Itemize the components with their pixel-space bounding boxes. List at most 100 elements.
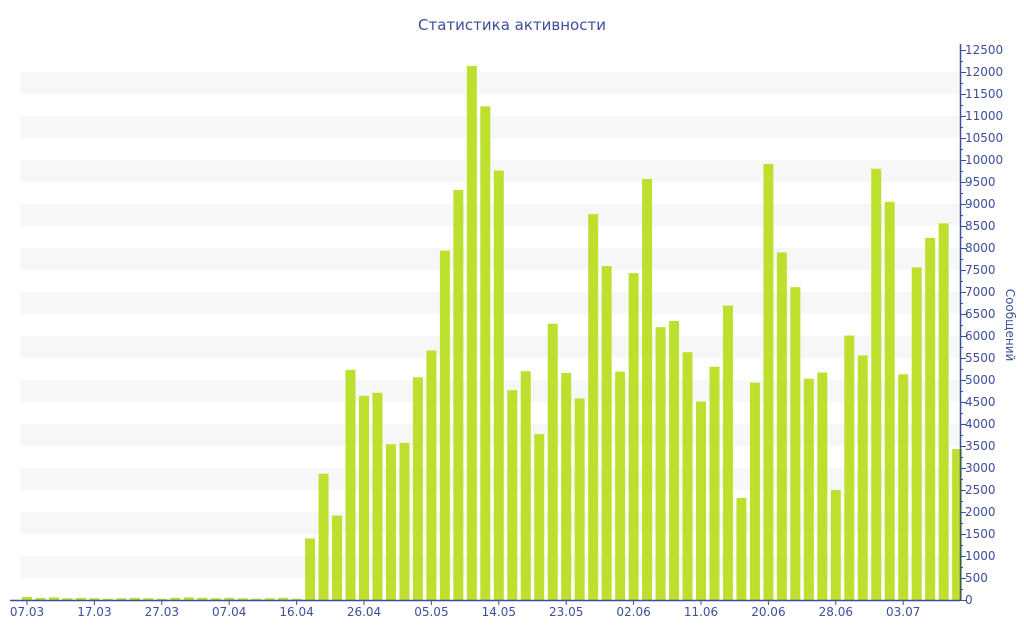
x-tick-label: 11.06 — [684, 605, 718, 619]
x-tick-label: 20.06 — [751, 605, 785, 619]
y-tick-label: 8000 — [965, 241, 996, 255]
y-tick-label: 6500 — [965, 307, 996, 321]
bar — [305, 538, 316, 600]
bar — [534, 434, 545, 600]
bar — [952, 449, 963, 600]
bar — [345, 369, 356, 600]
bar — [493, 170, 504, 600]
bar — [925, 237, 936, 600]
x-tick-label: 17.03 — [77, 605, 111, 619]
y-tick-label: 11000 — [965, 109, 1003, 123]
x-tick-label: 03.07 — [886, 605, 920, 619]
bar — [62, 598, 73, 600]
y-tick-label: 500 — [965, 571, 988, 585]
bar — [682, 352, 693, 600]
y-tick-label: 1500 — [965, 527, 996, 541]
bar — [628, 273, 639, 600]
y-tick-label: 7000 — [965, 285, 996, 299]
bar — [601, 266, 612, 600]
bar — [372, 392, 383, 600]
y-tick-label: 7500 — [965, 263, 996, 277]
bar — [197, 597, 208, 600]
bar — [399, 442, 410, 600]
bar — [75, 597, 86, 600]
y-tick-label: 10000 — [965, 153, 1003, 167]
x-tick-label: 07.03 — [10, 605, 44, 619]
bar — [857, 355, 868, 600]
bar — [48, 597, 59, 600]
bar — [696, 401, 706, 600]
y-tick-label: 8500 — [965, 219, 996, 233]
bar — [156, 598, 167, 600]
bar — [480, 106, 491, 600]
y-tick-label: 4500 — [965, 395, 996, 409]
y-tick-label: 0 — [965, 593, 973, 607]
x-tick-label: 07.04 — [212, 605, 246, 619]
bar — [412, 377, 423, 600]
bar — [547, 323, 558, 600]
x-tick-label: 14.05 — [482, 605, 516, 619]
y-tick-label: 3000 — [965, 461, 996, 475]
y-tick-label: 1000 — [965, 549, 996, 563]
y-tick-label: 9500 — [965, 175, 996, 189]
bar — [817, 372, 828, 600]
bar — [669, 321, 680, 600]
bar — [722, 305, 733, 600]
bar — [224, 597, 235, 600]
x-tick-label: 02.06 — [616, 605, 650, 619]
bar — [143, 598, 154, 600]
bar — [439, 250, 450, 600]
x-tick-label: 27.03 — [145, 605, 179, 619]
x-tick-label: 28.06 — [819, 605, 853, 619]
bar — [709, 366, 720, 600]
bar — [844, 335, 855, 600]
bar — [615, 371, 626, 600]
bar — [655, 327, 666, 600]
bar — [898, 374, 909, 600]
x-tick-label: 05.05 — [414, 605, 448, 619]
grid-band — [20, 72, 960, 94]
bar — [520, 371, 531, 600]
bar — [574, 398, 585, 600]
y-tick-label: 2000 — [965, 505, 996, 519]
bar — [116, 598, 127, 600]
x-tick-label: 26.04 — [347, 605, 381, 619]
bar — [830, 490, 841, 600]
y-tick-label: 12500 — [965, 43, 1003, 57]
bar — [561, 372, 572, 600]
bar — [736, 497, 747, 600]
bar — [749, 382, 760, 600]
x-tick-label: 23.05 — [549, 605, 583, 619]
y-tick-label: 12000 — [965, 65, 1003, 79]
bar — [22, 596, 32, 600]
y-tick-label: 6000 — [965, 329, 996, 343]
bar — [790, 287, 801, 600]
bar — [102, 598, 113, 600]
bar — [89, 598, 100, 600]
bar — [237, 598, 248, 600]
y-tick-label: 9000 — [965, 197, 996, 211]
y-tick-label: 5500 — [965, 351, 996, 365]
bar — [884, 201, 895, 601]
bar — [291, 598, 302, 600]
y-tick-label: 11500 — [965, 87, 1003, 101]
bar — [803, 378, 814, 600]
bar — [35, 597, 46, 600]
chart-title: Статистика активности — [418, 16, 606, 34]
bar — [385, 444, 396, 600]
bar — [453, 189, 464, 601]
bar — [588, 214, 599, 600]
x-tick-label: 16.04 — [279, 605, 313, 619]
bar — [251, 598, 262, 600]
y-tick-label: 5000 — [965, 373, 996, 387]
bar — [264, 598, 275, 600]
bar — [129, 597, 140, 600]
bar — [183, 597, 194, 600]
bar — [763, 163, 774, 600]
bar — [871, 168, 882, 601]
bar — [426, 350, 437, 600]
bar — [466, 65, 477, 601]
bar — [278, 597, 289, 600]
bar — [170, 597, 181, 600]
